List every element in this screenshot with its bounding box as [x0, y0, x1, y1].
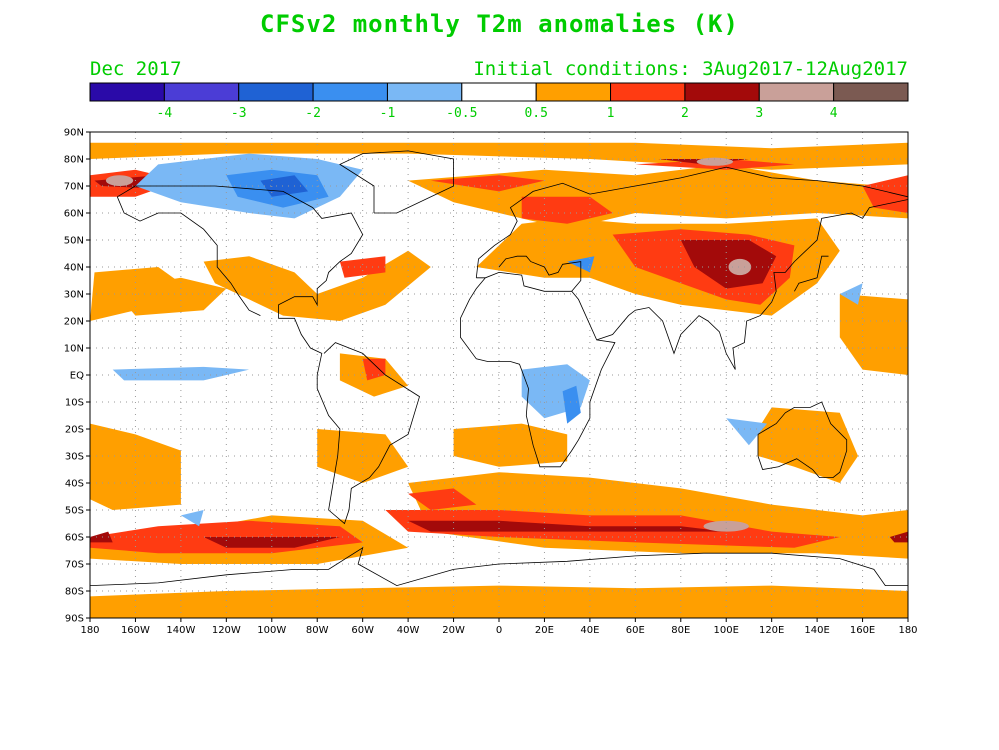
lon-tick-label: 120W — [212, 625, 241, 636]
anomaly-region — [112, 277, 227, 316]
anomaly-region — [260, 175, 309, 197]
legend-swatch — [833, 82, 909, 102]
lat-tick-label: 50S — [65, 506, 84, 517]
anomaly-map: 90N 80N 70N 60N 50N 40N 30N 20N 10N EQ 10S 20S 30S 40… — [64, 128, 918, 637]
anomaly-region — [408, 488, 477, 510]
anomaly-region — [839, 283, 863, 305]
lat-tick-label: 50N — [64, 236, 84, 247]
anomaly-region — [430, 175, 545, 192]
coastlines — [90, 150, 908, 587]
legend-label: 1 — [607, 106, 615, 121]
lat-tick-label: 60N — [64, 209, 84, 220]
legend-label: -3 — [231, 106, 247, 121]
lon-tick-label: 160E — [850, 625, 875, 636]
lat-tick-label: 20N — [64, 317, 84, 328]
legend-label: 3 — [755, 106, 763, 121]
mediterranean-coast — [498, 255, 582, 292]
legend-label: -1 — [380, 106, 396, 121]
australia-coast — [757, 401, 848, 479]
lat-tick-label: 30N — [64, 290, 84, 301]
lat-tick-label: 30S — [65, 452, 84, 463]
eurasia-north-coast — [475, 166, 908, 278]
lat-tick-label: 70N — [64, 182, 84, 193]
lon-tick-label: 40E — [580, 625, 599, 636]
anomaly-region — [562, 385, 581, 424]
west-pacific-warm — [839, 294, 908, 375]
legend-label: 0.5 — [524, 106, 547, 121]
lon-tick-label: 60W — [351, 625, 374, 636]
equatorial-pacific-cold — [112, 366, 250, 381]
anomaly-region — [521, 196, 613, 224]
lat-tick-label: 70S — [65, 560, 84, 571]
sw-pacific-warm — [90, 423, 181, 510]
lon-tick-label: 80W — [306, 625, 329, 636]
lat-tick-label: 40N — [64, 263, 84, 274]
anomaly-region — [362, 358, 386, 381]
anomaly-region — [726, 418, 768, 446]
color-legend: -4 -3 -2 -1 -0.5 0.5 1 2 3 4 — [89, 82, 909, 121]
north-america-warm — [203, 250, 431, 321]
anomaly-region — [453, 423, 568, 467]
lat-tick-label: 90N — [64, 128, 84, 139]
lat-tick-label: 10S — [65, 398, 84, 409]
legend-label: -2 — [305, 106, 321, 121]
asia-south-east-coast — [596, 199, 908, 370]
extreme-warm — [703, 520, 749, 532]
anomaly-region — [339, 256, 386, 278]
lat-tick-label: 20S — [65, 425, 84, 436]
anomaly-region — [180, 510, 204, 527]
lon-tick-label: 180 — [898, 625, 917, 636]
lon-tick-label: 80E — [671, 625, 690, 636]
chart-title: CFSv2 monthly T2m anomalies (K) — [260, 10, 739, 38]
lon-tick-label: 140W — [166, 625, 195, 636]
anomaly-region — [862, 175, 908, 213]
legend-label: 4 — [830, 106, 838, 121]
americas-coast — [117, 185, 420, 525]
china-strong-warm — [680, 240, 777, 289]
americas-west-coast — [116, 196, 261, 316]
extreme-warm — [105, 175, 134, 187]
lat-tick-label: 90S — [65, 614, 84, 625]
anomaly-region — [408, 520, 727, 532]
initial-conditions: Initial conditions: 3Aug2017-12Aug2017 — [473, 58, 908, 80]
lat-tick-label: 80S — [65, 587, 84, 598]
lon-tick-label: 0 — [496, 625, 502, 636]
anomaly-region — [90, 531, 113, 543]
legend-label: -0.5 — [446, 106, 477, 121]
lon-tick-label: 20W — [442, 625, 465, 636]
lon-tick-label: 120E — [759, 625, 784, 636]
lon-tick-label: 40W — [397, 625, 420, 636]
legend-label: -4 — [157, 106, 173, 121]
lat-tick-label: 60S — [65, 533, 84, 544]
lon-tick-label: 140E — [804, 625, 829, 636]
lat-tick-label: 40S — [65, 479, 84, 490]
antarctic-warm — [90, 585, 908, 618]
lon-tick-label: 100W — [257, 625, 286, 636]
legend-label: 2 — [681, 106, 689, 121]
lon-tick-label: 100E — [714, 625, 739, 636]
lon-tick-label: 160W — [121, 625, 150, 636]
lat-tick-label: 80N — [64, 155, 84, 166]
lat-tick-label: EQ — [70, 371, 84, 382]
lat-tick-label: 10N — [64, 344, 84, 355]
extreme-warm — [696, 157, 734, 166]
extreme-warm — [728, 258, 752, 276]
forecast-month: Dec 2017 — [90, 58, 182, 80]
lon-tick-label: 180 — [80, 625, 99, 636]
anomaly-region — [889, 531, 908, 543]
africa-coast — [459, 271, 616, 468]
greenland-coast — [339, 150, 455, 214]
japan-coast — [794, 255, 829, 292]
lon-tick-label: 20E — [535, 625, 554, 636]
anomaly-region — [203, 537, 340, 548]
antarctica-coast — [90, 546, 908, 587]
lon-tick-label: 60E — [626, 625, 645, 636]
